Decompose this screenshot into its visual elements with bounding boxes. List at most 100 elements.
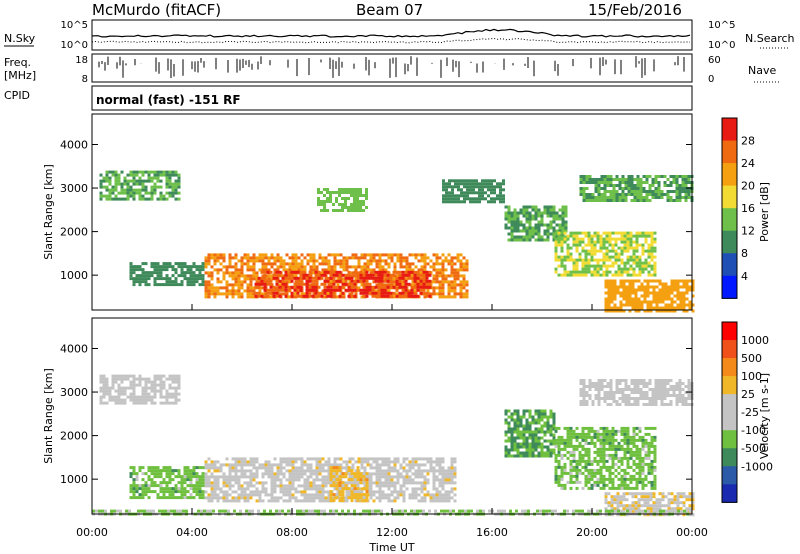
power-cell [356, 188, 359, 191]
velocity-cell [282, 466, 286, 470]
power-cell [308, 270, 312, 274]
power-cell [466, 182, 469, 186]
power-cell [564, 205, 568, 209]
power-cell [487, 185, 490, 189]
power-cell [581, 261, 585, 265]
power-cell [563, 264, 567, 268]
power-cell [347, 209, 350, 212]
power-cell [560, 243, 564, 247]
velocity-cell [599, 444, 603, 448]
power-cell [147, 283, 151, 287]
velocity-cell [587, 468, 591, 472]
power-cell [204, 262, 208, 266]
power-cell [350, 285, 354, 289]
velocity-cell [602, 486, 606, 490]
velocity-cell [117, 386, 121, 390]
power-cell [593, 270, 597, 274]
power-cell [465, 259, 469, 263]
power-cell [578, 270, 582, 274]
power-cell [299, 285, 303, 289]
velocity-cell [165, 475, 169, 479]
power-cell [338, 209, 341, 212]
velocity-cell [204, 490, 208, 494]
power-cell [613, 297, 617, 301]
velocity-cell [432, 460, 436, 464]
power-cell [234, 271, 238, 275]
power-cell [682, 279, 686, 283]
power-cell [590, 237, 594, 241]
velocity-cell [297, 490, 301, 494]
power-cell [257, 276, 261, 280]
velocity-cell [569, 426, 573, 430]
velocity-cell [359, 478, 363, 482]
power-cell [450, 271, 454, 275]
velocity-cell [543, 451, 547, 455]
power-cell [332, 279, 336, 283]
nave-tick-bottom: 0 [708, 74, 714, 85]
velocity-cell [423, 493, 427, 497]
velocity-cell [165, 490, 169, 494]
power-cell [637, 285, 641, 289]
velocity-cell [174, 386, 178, 390]
velocity-cell [318, 460, 322, 464]
power-cell [201, 280, 205, 284]
power-cell [635, 237, 639, 241]
velocity-cell [560, 441, 564, 445]
velocity-cell [408, 481, 412, 485]
power-cell [634, 303, 638, 307]
velocity-cell [557, 465, 561, 469]
velocity-cell [120, 374, 124, 378]
velocity-cell [132, 374, 136, 378]
power-cell [171, 188, 175, 192]
velocity-cell [294, 478, 298, 482]
velocity-cell [288, 490, 292, 494]
power-cell [679, 303, 683, 307]
power-cell [323, 188, 326, 191]
power-cell [162, 277, 166, 281]
power-cell [120, 182, 124, 186]
power-cell [646, 294, 650, 298]
power-cell [469, 188, 472, 192]
velocity-cell [584, 480, 588, 484]
power-cell [447, 259, 451, 263]
power-cell [353, 197, 356, 200]
velocity-cell [174, 401, 178, 405]
velocity-cell [563, 453, 567, 457]
velocity-cell [159, 475, 163, 479]
power-cell [459, 280, 463, 284]
power-cell [462, 262, 466, 266]
velocity-cell [132, 472, 136, 476]
power-cell [342, 265, 346, 269]
power-cell [326, 188, 329, 191]
power-cell [359, 194, 362, 197]
power-cell [183, 271, 187, 275]
velocity-cell [528, 433, 532, 437]
power-cell [287, 285, 291, 289]
velocity-cell [279, 466, 283, 470]
power-cell [507, 232, 511, 236]
power-cell [396, 259, 400, 263]
power-cell [186, 277, 190, 281]
power-cell [384, 283, 388, 287]
beam-label: Beam 07 [356, 1, 423, 19]
velocity-cell [387, 463, 391, 467]
velocity-cell [288, 475, 292, 479]
power-cell [326, 209, 329, 212]
power-cell [575, 234, 579, 238]
velocity-cell [192, 475, 196, 479]
power-cell [637, 297, 641, 301]
power-cell [648, 175, 652, 178]
power-cell [655, 294, 659, 298]
power-cell [216, 256, 220, 260]
power-cell [625, 297, 629, 301]
velocity-cell [426, 493, 430, 497]
power-cell [294, 274, 298, 278]
power-cell [114, 194, 118, 198]
power-cell [428, 282, 432, 286]
power-cell [417, 253, 421, 257]
power-cell [144, 283, 148, 287]
power-cell [445, 185, 448, 189]
power-cell [306, 253, 310, 257]
power-cell [597, 187, 601, 190]
power-cell [372, 268, 376, 272]
